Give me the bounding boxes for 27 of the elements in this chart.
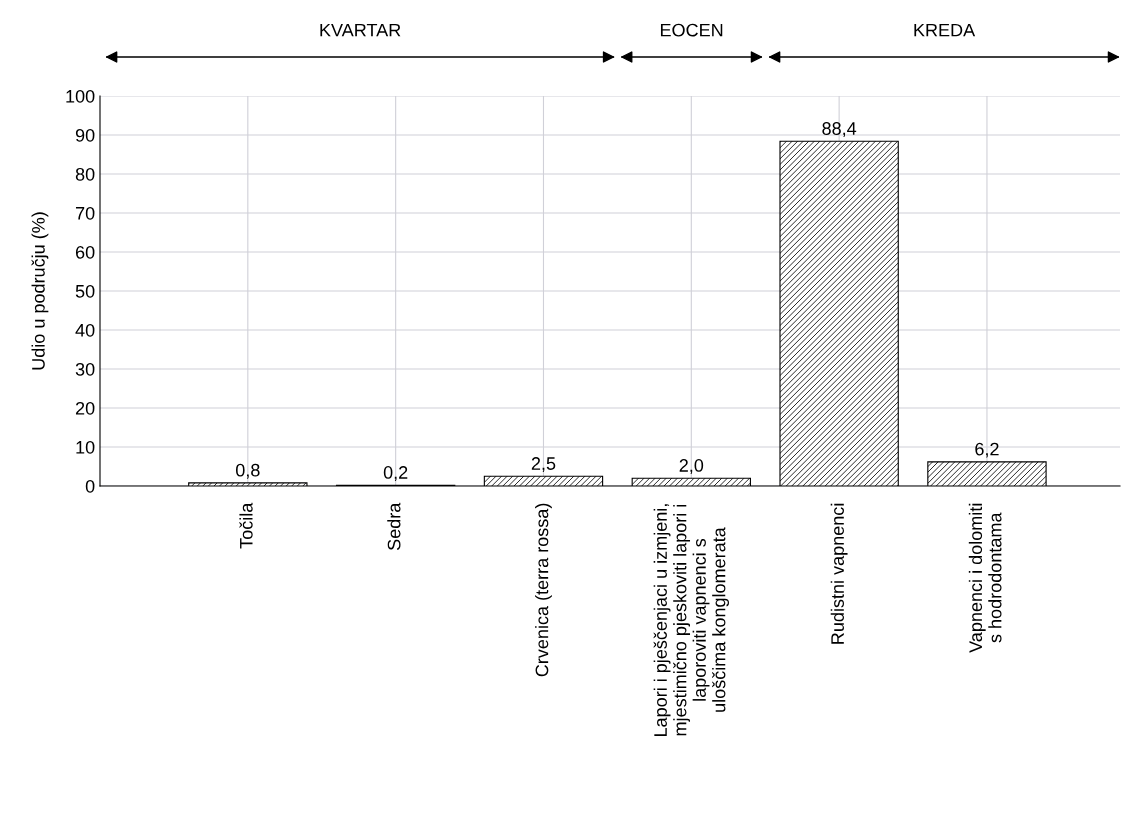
- data-label: 88,4: [822, 122, 857, 138]
- x-tick-label: Rudistni vapnenci: [830, 503, 848, 644]
- text: EOCEN: [660, 23, 723, 37]
- text: KVARTAR: [320, 23, 401, 37]
- x-tick-label: Točila: [239, 502, 253, 549]
- x-tick-label: Vapnenci i dolomiti s hodrodontama: [968, 503, 1002, 653]
- text: KREDA: [914, 23, 976, 37]
- data-label: 6,2: [975, 442, 999, 458]
- data-label: 0,8: [235, 463, 260, 479]
- y-tick-label: 30: [75, 362, 95, 376]
- data-label: 2,0: [679, 459, 704, 474]
- y-tick-label: 90: [75, 128, 95, 142]
- y-tick-label: 80: [75, 167, 95, 181]
- y-tick-label: 60: [75, 245, 95, 259]
- y-tick-label: 40: [75, 323, 95, 337]
- y-tick-label: 100: [66, 89, 95, 103]
- y-tick-label: 0: [85, 479, 95, 493]
- data-label: 2,5: [531, 457, 556, 473]
- y-tick-label: 20: [75, 401, 95, 415]
- y-tick-label: 50: [75, 284, 95, 298]
- data-label: 0,2: [383, 466, 408, 482]
- x-tick-label: Lapori i pješčenjaci u izmjeni, mjestimično pjeskoviti lapori i laporoviti vapnenci s uloščima konglomerata: [653, 504, 729, 737]
- x-tick-label: Sedra: [387, 502, 401, 551]
- y-tick-label: 10: [76, 440, 95, 454]
- y-axis-title: Udio u području (%): [31, 212, 49, 370]
- x-tick-label: Crvenica (terra rossa): [535, 503, 552, 677]
- y-tick-label: 70: [75, 206, 95, 220]
